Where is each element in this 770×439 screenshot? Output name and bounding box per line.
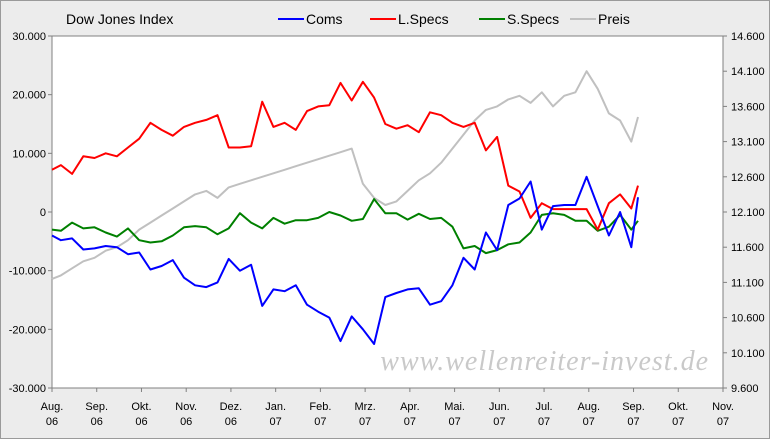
right-tick-label: 14.600 — [731, 31, 765, 43]
x-tick-label-month: Okt. — [668, 401, 688, 413]
x-tick-label-month: Jul. — [536, 401, 553, 413]
x-tick-label-year: 07 — [314, 416, 326, 428]
legend: Coms L.Specs S.Specs Preis — [278, 11, 630, 27]
left-tick-label: -10.000 — [9, 266, 46, 278]
x-tick-label-month: Jun. — [489, 401, 510, 413]
left-tick-label: 20.000 — [12, 90, 46, 102]
x-tick-label-year: 06 — [180, 416, 192, 428]
x-tick-label-month: Okt. — [131, 401, 151, 413]
x-tick-label-year: 07 — [538, 416, 550, 428]
right-tick-label: 13.100 — [731, 137, 765, 149]
right-tick-label: 13.600 — [731, 101, 765, 113]
x-tick-label-year: 07 — [627, 416, 639, 428]
left-tick-label: -30.000 — [9, 383, 46, 395]
x-tick-label-year: 06 — [46, 416, 58, 428]
series-line-s-specs — [51, 198, 639, 255]
x-tick-label-year: 06 — [135, 416, 147, 428]
x-tick-label-year: 07 — [583, 416, 595, 428]
x-tick-label-month: Aug. — [577, 401, 600, 413]
x-tick-label-year: 07 — [404, 416, 416, 428]
watermark: www.wellenreiter-invest.de — [380, 346, 709, 377]
right-tick-label: 11.100 — [731, 277, 764, 289]
left-tick-label: 0 — [40, 207, 46, 219]
right-tick-label: 14.100 — [731, 66, 765, 78]
series-line-preis — [51, 70, 639, 280]
x-tick-label-month: Mai. — [444, 401, 465, 413]
x-tick-label-year: 06 — [225, 416, 237, 428]
x-tick-label-year: 07 — [717, 416, 729, 428]
x-tick-label-month: Sep. — [622, 401, 645, 413]
right-tick-label: 12.100 — [731, 207, 765, 219]
x-tick-label-year: 07 — [448, 416, 460, 428]
right-tick-label: 9.600 — [731, 383, 759, 395]
x-tick-label-month: Nov. — [175, 401, 197, 413]
series-line-coms — [51, 175, 639, 345]
left-tick-label: 30.000 — [12, 31, 46, 43]
right-tick-label: 10.600 — [731, 313, 765, 325]
x-tick-label-year: 06 — [91, 416, 103, 428]
x-tick-label-month: Aug. — [41, 401, 64, 413]
chart-title: Dow Jones Index — [66, 11, 173, 27]
x-tick-label-month: Jan. — [265, 401, 286, 413]
legend-label: S.Specs — [507, 11, 559, 27]
x-tick-label-year: 07 — [672, 416, 684, 428]
x-tick-label-month: Apr. — [400, 401, 420, 413]
series-line-l-specs — [51, 80, 639, 231]
series-lines — [51, 70, 639, 345]
x-tick-label-month: Feb. — [309, 401, 331, 413]
left-y-axis: 30.000 20.000 10.000 0 -10.000 -20.000 -30.000 — [9, 31, 52, 395]
x-tick-label-month: Nov. — [712, 401, 734, 413]
legend-label: Coms — [306, 11, 343, 27]
x-tick-label-year: 07 — [359, 416, 371, 428]
right-tick-label: 10.100 — [731, 348, 765, 360]
left-tick-label: 10.000 — [12, 148, 46, 160]
x-tick-label-month: Mrz. — [354, 401, 375, 413]
legend-label: Preis — [598, 11, 630, 27]
x-tick-label-year: 07 — [493, 416, 505, 428]
x-tick-label-year: 07 — [270, 416, 282, 428]
x-axis: Aug. 06 Sep. 06 Okt. 06 Nov. 06 Dez. 06 Jan. 07 Feb.… — [41, 388, 734, 428]
x-tick-label-month: Sep. — [85, 401, 108, 413]
x-tick-label-month: Dez. — [220, 401, 243, 413]
plot-area — [51, 35, 724, 389]
left-tick-label: -20.000 — [9, 324, 46, 336]
right-tick-label: 12.600 — [731, 172, 765, 184]
right-tick-label: 11.600 — [731, 242, 764, 254]
legend-label: L.Specs — [398, 11, 449, 27]
right-y-axis: 14.600 14.100 13.600 13.100 12.600 12.100 11.6… — [723, 31, 765, 395]
